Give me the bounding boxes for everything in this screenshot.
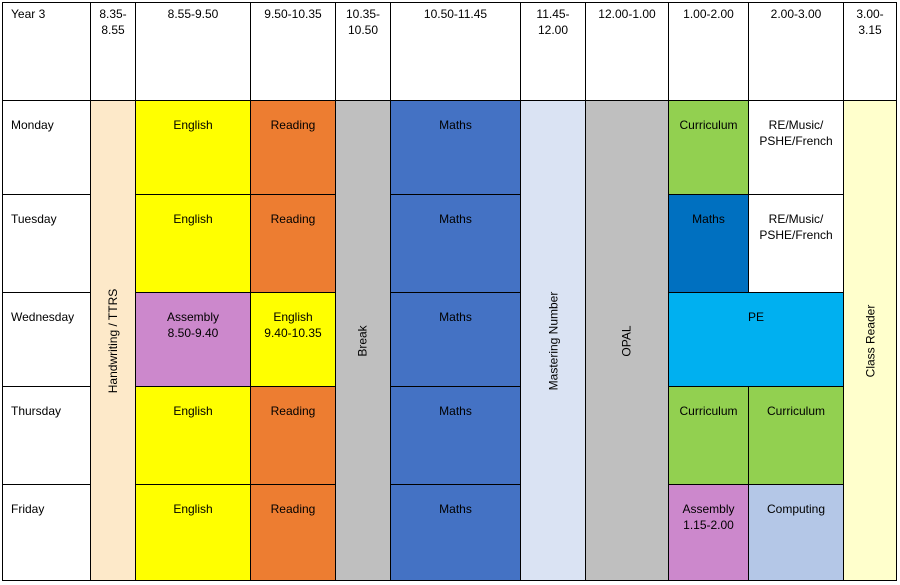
monday-curriculum: Curriculum	[668, 100, 749, 195]
time-header-9: 2.00-3.00	[748, 2, 844, 101]
time-header-6: 11.45- 12.00	[520, 2, 586, 101]
class-reader-label: Class Reader	[863, 304, 878, 377]
year-label: Year 3	[2, 2, 91, 101]
tuesday-english: English	[135, 194, 251, 293]
monday-reading: Reading	[250, 100, 336, 195]
wednesday-pe: PE	[668, 292, 844, 387]
thursday-english: English	[135, 386, 251, 485]
time-header-8: 1.00-2.00	[668, 2, 749, 101]
day-tuesday: Tuesday	[2, 194, 91, 293]
friday-computing: Computing	[748, 484, 844, 581]
friday-reading: Reading	[250, 484, 336, 581]
time-header-2: 8.55-9.50	[135, 2, 251, 101]
opal-block: OPAL	[585, 100, 669, 581]
day-friday: Friday	[2, 484, 91, 581]
day-thursday: Thursday	[2, 386, 91, 485]
opal-label: OPAL	[620, 324, 634, 357]
day-monday: Monday	[2, 100, 91, 195]
tuesday-maths-afternoon: Maths	[668, 194, 749, 293]
mastering-number-block: Mastering Number	[520, 100, 586, 581]
wednesday-english: English 9.40-10.35	[250, 292, 336, 387]
break-block: Break	[335, 100, 391, 581]
friday-assembly: Assembly 1.15-2.00	[668, 484, 749, 581]
monday-maths: Maths	[390, 100, 521, 195]
wednesday-maths: Maths	[390, 292, 521, 387]
break-label: Break	[355, 324, 370, 357]
tuesday-reading: Reading	[250, 194, 336, 293]
thursday-curriculum-1: Curriculum	[668, 386, 749, 485]
monday-re-music-pshe-french: RE/Music/ PSHE/French	[748, 100, 844, 195]
mastering-number-label: Mastering Number	[546, 291, 561, 390]
time-header-4: 10.35- 10.50	[335, 2, 391, 101]
handwriting-ttrs-block: Handwriting / TTRS	[90, 100, 136, 581]
friday-maths: Maths	[390, 484, 521, 581]
friday-english: English	[135, 484, 251, 581]
day-wednesday: Wednesday	[2, 292, 91, 387]
tuesday-maths: Maths	[390, 194, 521, 293]
thursday-curriculum-2: Curriculum	[748, 386, 844, 485]
wednesday-assembly: Assembly 8.50-9.40	[135, 292, 251, 387]
class-reader-block: Class Reader	[843, 100, 897, 581]
monday-english: English	[135, 100, 251, 195]
time-header-5: 10.50-11.45	[390, 2, 521, 101]
handwriting-ttrs-label: Handwriting / TTRS	[106, 288, 121, 393]
time-header-10: 3.00- 3.15	[843, 2, 897, 101]
time-header-7: 12.00-1.00	[585, 2, 669, 101]
time-header-3: 9.50-10.35	[250, 2, 336, 101]
thursday-maths: Maths	[390, 386, 521, 485]
time-header-1: 8.35- 8.55	[90, 2, 136, 101]
tuesday-re-music-pshe-french: RE/Music/ PSHE/French	[748, 194, 844, 293]
thursday-reading: Reading	[250, 386, 336, 485]
